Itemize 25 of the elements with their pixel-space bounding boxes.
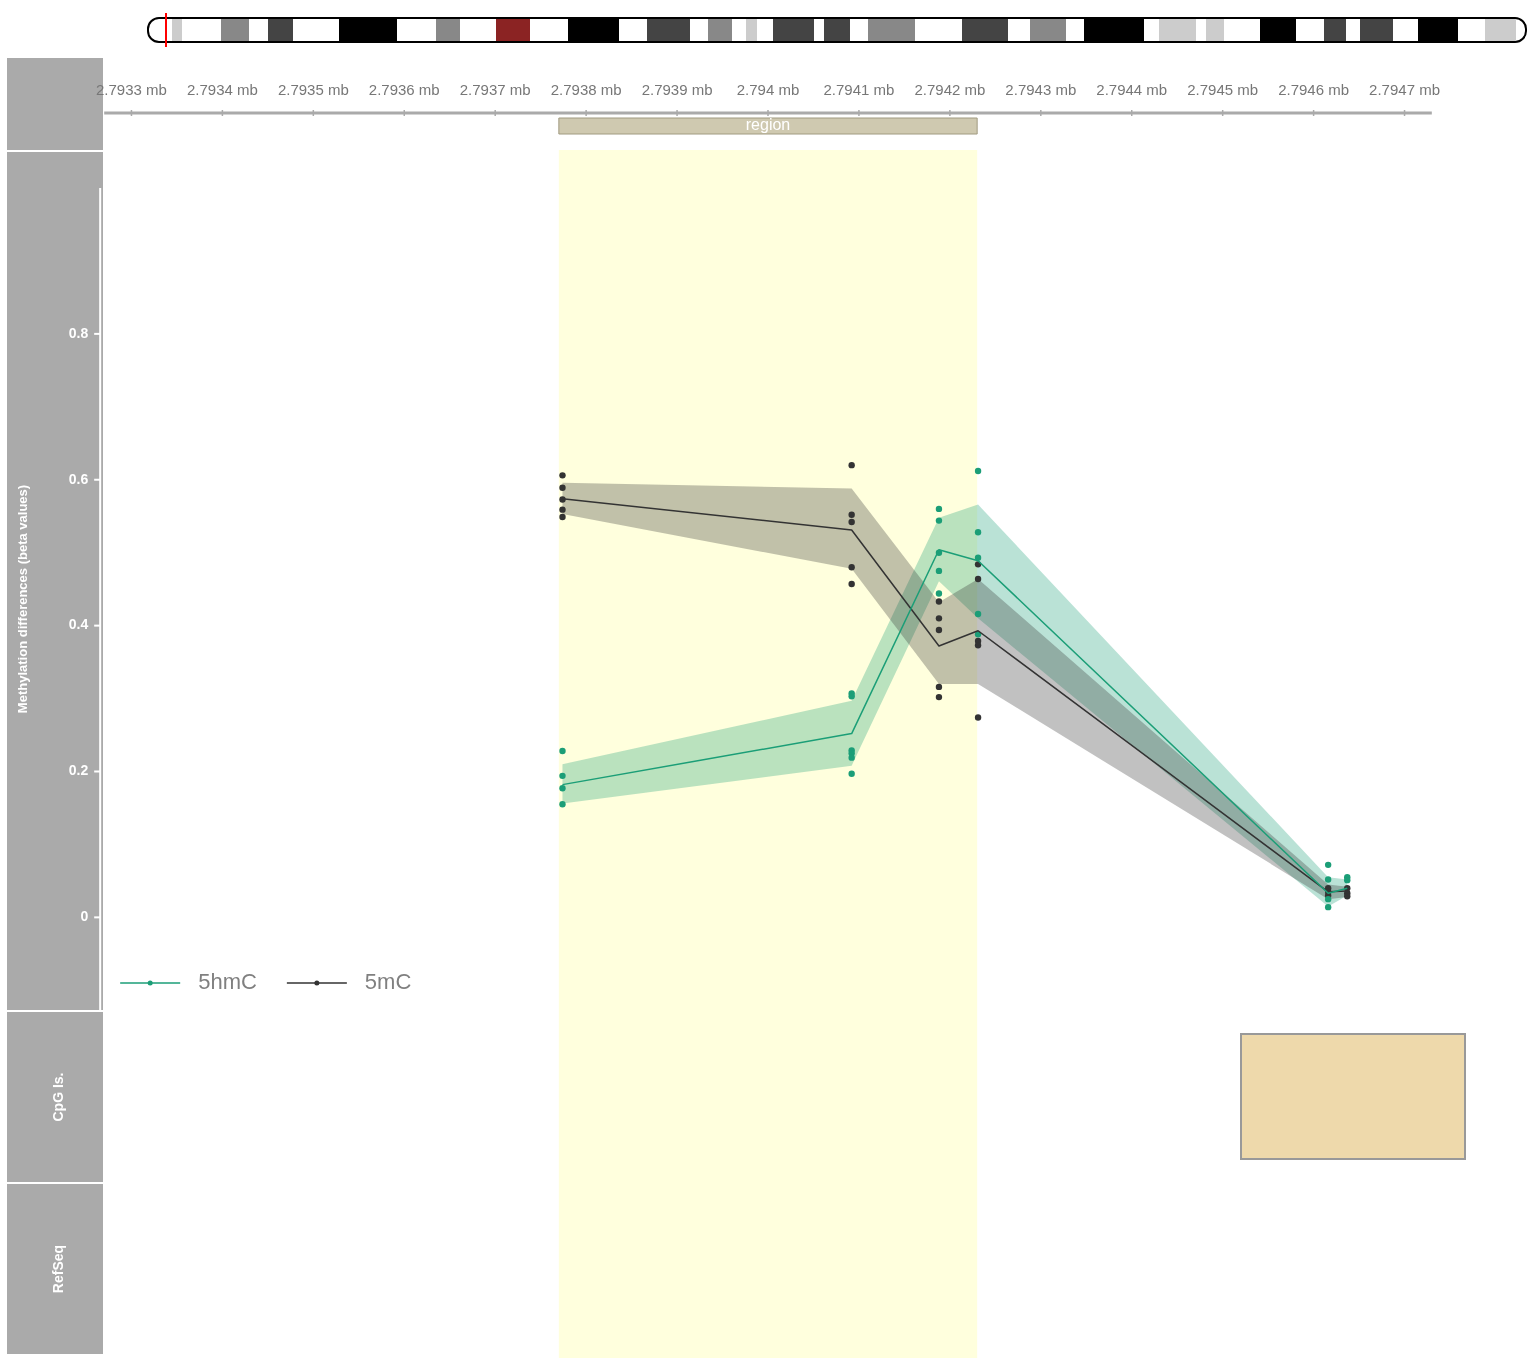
x-tick-label: 2.7936 mb xyxy=(368,81,440,99)
x-tick-label: 2.794 mb xyxy=(736,81,800,99)
x-tick-label: 2.7935 mb xyxy=(277,81,349,99)
x-tick-label: 2.7941 mb xyxy=(823,81,895,99)
y-axis-title: Methylation differences (beta values) xyxy=(14,484,30,714)
y-tick-label: 0 xyxy=(80,908,89,925)
y-tick-label: 0.8 xyxy=(68,324,89,341)
x-tick-label: 2.7937 mb xyxy=(459,81,531,99)
x-tick-label: 2.7944 mb xyxy=(1096,81,1168,99)
x-tick-label: 2.7939 mb xyxy=(641,81,713,99)
y-tick-label: 0.6 xyxy=(68,470,89,487)
x-tick-label: 2.7945 mb xyxy=(1187,81,1259,99)
x-tick-label: 2.7947 mb xyxy=(1369,81,1440,99)
x-tick-label: 2.7943 mb xyxy=(1005,81,1077,99)
x-tick-label: 2.7946 mb xyxy=(1278,81,1350,99)
legend-label: 5hmC xyxy=(198,969,257,995)
x-tick-label: 2.7934 mb xyxy=(186,81,258,99)
band-label: region xyxy=(745,116,791,134)
y-tick-label: 0.2 xyxy=(68,762,89,779)
text: CpG Is. xyxy=(49,1071,67,1124)
legend-label: 5mC xyxy=(364,969,412,995)
text: RefSeq xyxy=(49,1243,67,1296)
x-tick-label: 2.7942 mb xyxy=(914,81,986,99)
y-tick-label: 0.4 xyxy=(68,616,89,633)
x-tick-label: 2.7938 mb xyxy=(550,81,622,99)
